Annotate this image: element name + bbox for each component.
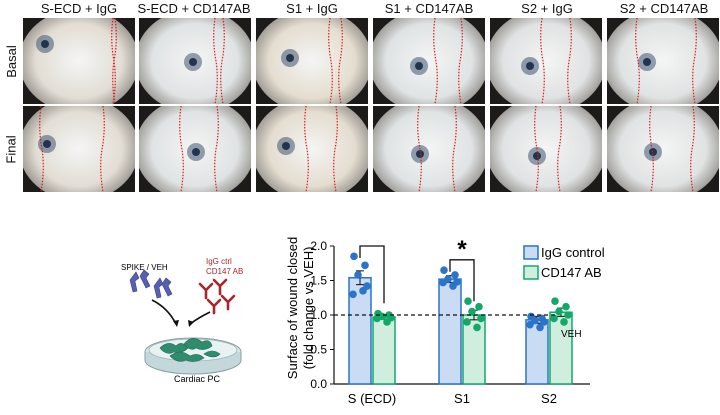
micrograph-final-2: [139, 106, 251, 192]
micrograph-final-5: [490, 106, 602, 192]
x-tick-label: S1: [454, 391, 470, 406]
data-point: [540, 318, 548, 326]
spike-label: SPIKE / VEH: [121, 263, 168, 272]
x-tick-label: S2: [541, 391, 557, 406]
significance-bracket: [449, 259, 475, 302]
data-point: [550, 314, 558, 323]
y-tick-label: 0.0: [310, 377, 327, 391]
antibody-icon: [198, 278, 236, 315]
arrowhead-right: [188, 320, 194, 327]
data-point: [349, 290, 357, 299]
y-tick-label: 0.5: [310, 343, 327, 357]
legend-label-igg: IgG control: [541, 245, 605, 260]
micrograph-final-4: [373, 106, 485, 192]
significance-star: *: [367, 236, 377, 249]
experiment-schematic: SPIKE / VEH IgG ctrl CD147 AB Ca: [118, 250, 268, 410]
data-point: [439, 278, 447, 287]
y-tick-label: 1.5: [310, 274, 327, 288]
legend-swatch-cd147: [523, 265, 539, 280]
data-point: [475, 302, 483, 311]
data-point: [562, 302, 570, 311]
y-tick-label: 2.0: [310, 239, 327, 253]
micrograph-final-1: [23, 106, 135, 192]
chart-svg: Surface of wound closed (fold change vs …: [285, 222, 605, 406]
data-point: [526, 320, 534, 329]
column-header-6: S2 + CD147AB: [619, 1, 709, 16]
data-point: [477, 314, 485, 323]
micrograph-basal-6: [607, 18, 719, 104]
data-point: [359, 287, 367, 295]
y-axis-label-2: (fold change vs VEH): [301, 247, 316, 370]
legend-label-cd147: CD147 AB: [541, 265, 602, 280]
data-point: [354, 271, 362, 279]
data-point: [560, 318, 568, 326]
arrow-icon: [151, 299, 211, 325]
data-point: [361, 261, 369, 270]
schematic-caption: Cardiac PC: [174, 374, 221, 384]
cardiac-cell-icon: [159, 338, 221, 362]
micrograph-basal-3: [256, 18, 368, 104]
data-point: [564, 311, 572, 319]
arrowhead-left: [173, 320, 179, 327]
data-point: [440, 266, 448, 274]
data-point: [451, 271, 459, 279]
column-header-1: S-ECD + IgG: [40, 1, 118, 16]
bar-igg-control: [438, 278, 462, 385]
data-point: [373, 314, 381, 323]
significance-star: *: [457, 236, 467, 263]
data-point: [555, 307, 563, 316]
x-tick-label: S (ECD): [348, 391, 396, 406]
wound-closure-chart: Surface of wound closed (fold change vs …: [278, 222, 720, 410]
cd147-ab-label: CD147 AB: [206, 267, 243, 276]
micrograph-basal-2: [139, 18, 251, 104]
row-label-final: Final: [3, 134, 19, 164]
column-header-2: S-ECD + CD147AB: [137, 1, 251, 16]
igg-ctrl-label: IgG ctrl: [206, 257, 232, 266]
column-header-4: S1 + CD147AB: [384, 1, 474, 16]
spike-protein-icon: [129, 269, 173, 299]
data-point: [464, 297, 472, 305]
data-point: [449, 282, 457, 290]
data-point: [463, 318, 471, 326]
data-point: [468, 307, 476, 316]
y-tick-label: 1.0: [310, 308, 327, 322]
data-point: [473, 323, 481, 332]
column-header-5: S2 + IgG: [521, 1, 573, 16]
data-point: [383, 318, 391, 326]
micrograph-final-6: [607, 106, 719, 192]
row-label-basal: Basal: [3, 44, 19, 78]
micrograph-final-3: [256, 106, 368, 192]
data-point: [551, 297, 559, 305]
micrograph-basal-1: [23, 18, 135, 104]
data-point: [536, 323, 544, 332]
reference-line-label: VEH: [561, 329, 582, 340]
micrograph-basal-5: [490, 18, 602, 104]
bar-cd147-ab: [372, 316, 396, 385]
micrograph-basal-4: [373, 18, 485, 104]
significance-bracket: [359, 245, 385, 304]
data-point: [350, 252, 358, 261]
column-header-3: S1 + IgG: [286, 1, 338, 16]
data-point: [531, 316, 539, 325]
legend-swatch-igg: [523, 245, 539, 260]
y-axis-label: Surface of wound closed: [285, 237, 300, 379]
